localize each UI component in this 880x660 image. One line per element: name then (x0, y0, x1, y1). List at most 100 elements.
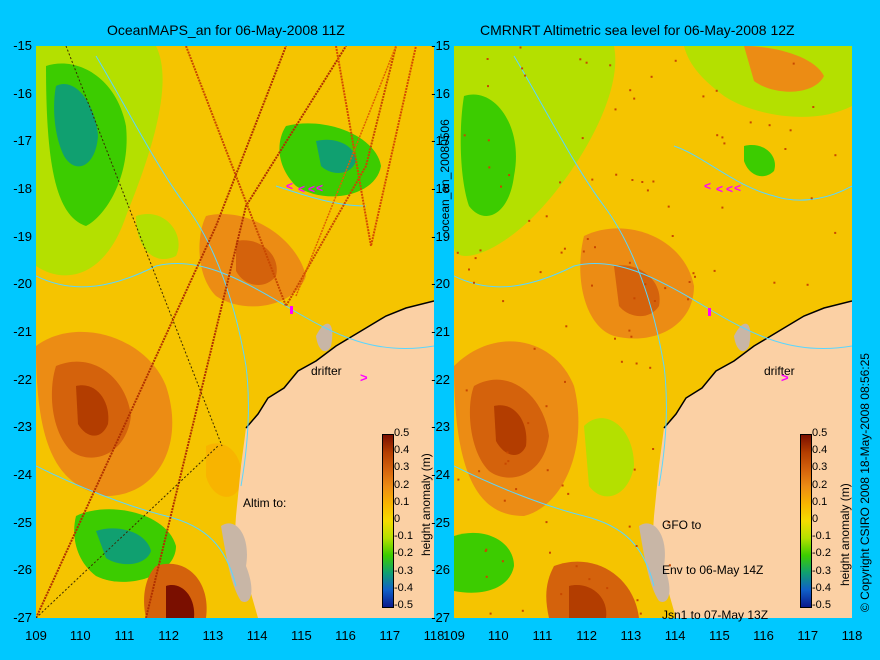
observation-dot (628, 329, 631, 332)
observation-dot (485, 548, 488, 551)
observation-dot (609, 64, 612, 67)
observation-dot (546, 469, 549, 472)
observation-dot (582, 250, 585, 253)
svg-text:<: < (734, 181, 741, 195)
observation-dot (641, 181, 644, 183)
observation-dot (646, 189, 649, 192)
left-x-tick: 110 (69, 628, 91, 643)
observation-dot (694, 275, 696, 278)
right-y-tick: -27 (431, 610, 450, 625)
left-x-tick: 112 (158, 628, 180, 643)
right-y-tick: -25 (431, 514, 450, 530)
right-colorbar-tick: 0 (812, 513, 819, 525)
left-y-tick: -22 (13, 371, 32, 387)
observation-dot (533, 347, 536, 350)
right-y-tick: -22 (431, 371, 450, 387)
observation-dot (485, 575, 488, 578)
observation-dot (636, 599, 639, 602)
observation-dot (564, 380, 566, 383)
observation-dot (521, 67, 524, 70)
right-x-tick: 113 (620, 628, 642, 643)
observation-dot (620, 360, 623, 363)
left-x-tick: 117 (379, 628, 401, 643)
observation-dot (749, 121, 752, 124)
left-colorbar-tick: 0 (394, 513, 401, 525)
left-x-tick: 115 (290, 628, 312, 643)
left-x-tick: 111 (114, 628, 135, 643)
observation-dot (457, 478, 460, 481)
left-map: < < < < (36, 46, 434, 618)
observation-dot (715, 89, 718, 92)
left-drifter-label: drifter (311, 364, 342, 378)
observation-dot (653, 300, 656, 302)
observation-dot (664, 287, 667, 290)
left-y-tick: -15 (13, 38, 32, 53)
observation-dot (502, 300, 505, 303)
observation-dot (721, 206, 724, 209)
right-drifter-label: drifter (764, 364, 795, 378)
observation-dot (524, 74, 527, 77)
right-x-tick: 109 (443, 628, 465, 643)
observation-dot (688, 281, 691, 283)
observation-dot (585, 61, 588, 64)
left-colorbar-tick: -0.5 (394, 599, 413, 611)
svg-text:<: < (716, 182, 723, 196)
observation-dot (784, 148, 787, 150)
observation-dot (652, 180, 655, 183)
observation-dot (519, 46, 522, 49)
observation-dot (586, 238, 589, 240)
left-colorbar-tick: 0.4 (394, 444, 410, 457)
observation-dot (581, 137, 584, 140)
right-y-tick: -21 (431, 324, 450, 339)
left-panel-title: OceanMAPS_an for 06-May-2008 11Z (107, 22, 345, 38)
right-colorbar-tick: -0.3 (812, 564, 831, 577)
right-colorbar-tick: -0.5 (812, 599, 831, 611)
right-altim-label: GFO to Env to 06-May 14Z Jsn1 to 07-May … (662, 488, 768, 653)
observation-dot (500, 185, 502, 188)
observation-dot (549, 551, 551, 554)
left-y-tick: -20 (13, 276, 32, 292)
svg-text:<: < (308, 182, 315, 196)
left-colorbar-tick: -0.4 (394, 581, 413, 594)
right-y-tick: -19 (431, 228, 450, 244)
left-y-tick: -23 (13, 419, 32, 435)
observation-dot (487, 139, 490, 142)
observation-dot (591, 284, 593, 287)
observation-dot (668, 564, 671, 567)
left-map-canvas: < < < < (36, 46, 434, 618)
right-colorbar-tick: 0.5 (812, 427, 828, 439)
left-colorbar-tick: 0.1 (394, 495, 410, 508)
left-altim-label: Altim to: (243, 496, 287, 510)
observation-dot (633, 97, 636, 100)
right-altim-line-1: GFO to (662, 518, 702, 532)
left-colorbar-tick: -0.2 (394, 547, 413, 560)
svg-text:<: < (726, 182, 733, 196)
right-colorbar-tick: 0.2 (812, 478, 828, 491)
observation-dot (687, 298, 690, 301)
right-drifter-marker: > (781, 370, 789, 385)
observation-dot (528, 219, 531, 222)
observation-dot (486, 58, 489, 60)
observation-dot (639, 612, 642, 615)
copyright-label: © Copyright CSIRO 2008 18-May-2008 08:56… (858, 353, 872, 612)
observation-dot (713, 269, 716, 272)
left-x-tick: 116 (335, 628, 356, 643)
observation-dot (628, 261, 631, 264)
observation-dot (575, 565, 578, 568)
observation-dot (671, 235, 674, 237)
observation-dot (667, 205, 670, 208)
left-colorbar-tick: 0.5 (394, 427, 410, 439)
observation-dot (567, 492, 570, 495)
svg-text:<: < (298, 182, 305, 196)
observation-dot (834, 154, 837, 157)
observation-dot (834, 231, 837, 234)
observation-dot (506, 451, 509, 454)
observation-dot (644, 283, 647, 286)
left-colorbar (382, 434, 394, 608)
right-y-tick: -15 (431, 38, 450, 53)
right-altim-line-3: Jsn1 to 07-May 13Z (662, 608, 769, 622)
right-altim-line-2: Env to 06-May 14Z (662, 563, 764, 577)
observation-dot (630, 335, 633, 338)
left-colorbar-tick: 0.2 (394, 478, 410, 491)
observation-dot (474, 257, 477, 260)
